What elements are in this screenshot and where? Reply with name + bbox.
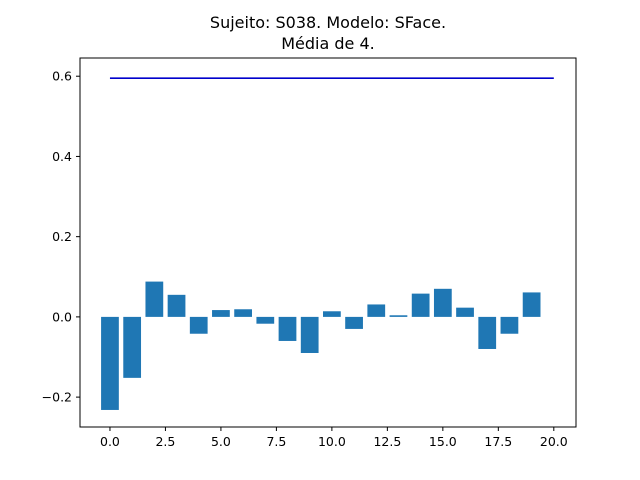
bar bbox=[234, 309, 252, 317]
chart-title-line2: Média de 4. bbox=[281, 34, 375, 53]
y-tick-label: 0.4 bbox=[52, 149, 72, 164]
bar bbox=[323, 311, 341, 317]
x-tick-label: 15.0 bbox=[429, 434, 457, 449]
bar bbox=[167, 294, 186, 317]
x-axis: 0.0 2.5 5.0 7.5 10.0 12.5 15.0 17.5 20.0 bbox=[100, 427, 568, 449]
x-tick-label: 17.5 bbox=[484, 434, 512, 449]
x-tick-label: 12.5 bbox=[373, 434, 401, 449]
y-tick-label: 0.2 bbox=[52, 229, 72, 244]
bar bbox=[367, 304, 386, 317]
bar bbox=[433, 288, 452, 317]
x-tick-label: 7.5 bbox=[266, 434, 286, 449]
bar bbox=[123, 316, 142, 378]
x-tick-label: 20.0 bbox=[540, 434, 568, 449]
bar bbox=[478, 316, 497, 349]
x-tick-label: 5.0 bbox=[211, 434, 231, 449]
bar bbox=[411, 293, 430, 317]
x-tick-label: 10.0 bbox=[318, 434, 346, 449]
bar bbox=[500, 316, 519, 334]
y-tick-label: 0.6 bbox=[52, 69, 72, 84]
bar bbox=[145, 281, 164, 317]
y-axis: −0.2 0.0 0.2 0.4 0.6 bbox=[42, 69, 80, 405]
chart-title-line1: Sujeito: S038. Modelo: SFace. bbox=[210, 13, 446, 32]
y-tick-label: −0.2 bbox=[42, 390, 72, 405]
bar bbox=[256, 316, 275, 324]
bar bbox=[278, 316, 297, 341]
plot-frame bbox=[79, 57, 577, 428]
bar-series bbox=[101, 281, 541, 410]
bar bbox=[189, 316, 208, 334]
bar bbox=[101, 316, 119, 410]
bar bbox=[389, 315, 408, 317]
bar bbox=[522, 292, 541, 317]
bar bbox=[456, 307, 474, 317]
bar bbox=[345, 316, 363, 329]
x-tick-label: 2.5 bbox=[155, 434, 175, 449]
bar bbox=[300, 316, 319, 353]
x-tick-label: 0.0 bbox=[100, 434, 120, 449]
bar bbox=[212, 310, 230, 317]
y-tick-label: 0.0 bbox=[52, 309, 72, 324]
